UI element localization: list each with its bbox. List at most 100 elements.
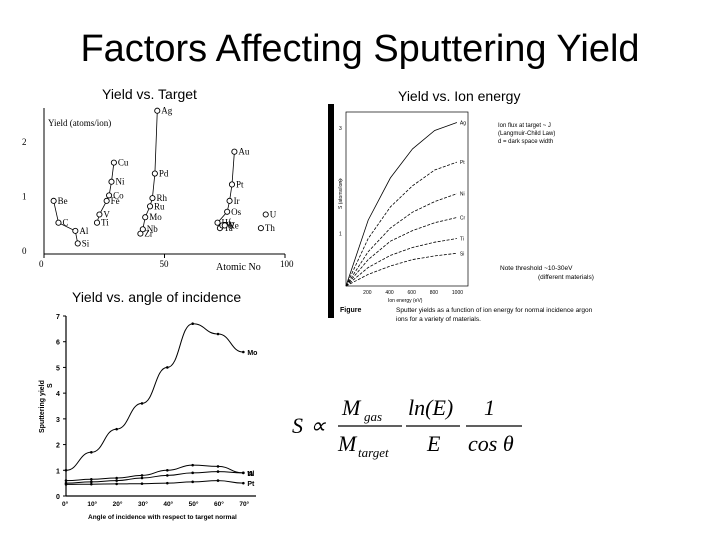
energy-series-label-ag: Ag bbox=[460, 121, 466, 127]
target-label-c: C bbox=[62, 218, 68, 228]
angle-point-pt bbox=[140, 482, 144, 485]
target-label-th: Th bbox=[265, 223, 275, 233]
yield-vs-angle-chart: Angle of incidence with respect to targe… bbox=[39, 314, 257, 521]
target-point-v bbox=[96, 211, 103, 218]
target-label-ir: Ir bbox=[234, 196, 240, 206]
target-x-tick: 0 bbox=[39, 259, 44, 269]
target-point-os bbox=[224, 208, 231, 215]
target-label-ta: Ta bbox=[224, 223, 233, 233]
energy-figure-caption-1: Sputter yields as a function of ion ener… bbox=[396, 307, 593, 314]
angle-point-w bbox=[242, 471, 245, 475]
target-point-si bbox=[74, 240, 81, 247]
target-label-os: Os bbox=[231, 207, 241, 217]
angle-ylabel: Sputtering yield bbox=[39, 380, 46, 433]
angle-point-mo bbox=[216, 332, 220, 336]
formula-one: 1 bbox=[484, 395, 495, 420]
energy-y-tick: 1 bbox=[339, 231, 342, 237]
target-point-hf bbox=[214, 219, 221, 226]
target-label-si: Si bbox=[82, 238, 90, 248]
target-label-fe: Fe bbox=[111, 196, 120, 206]
angle-x-tick: 20° bbox=[113, 500, 123, 508]
target-point-c bbox=[55, 219, 62, 226]
target-point-ti bbox=[93, 219, 101, 226]
energy-xlabel: Ion energy (eV) bbox=[388, 298, 423, 304]
target-point-al bbox=[72, 227, 79, 234]
target-x-tick: 100 bbox=[280, 259, 294, 269]
target-point-rh bbox=[149, 195, 156, 202]
angle-point-pt bbox=[242, 481, 245, 485]
angle-y-tick: 2 bbox=[56, 443, 60, 450]
caption-yield-vs-ion-energy: Yield vs. Ion energy bbox=[398, 88, 521, 104]
angle-point-ni bbox=[140, 474, 144, 477]
energy-x-tick: 400 bbox=[385, 290, 394, 296]
target-point-be bbox=[50, 197, 57, 204]
angle-point-pt bbox=[115, 482, 118, 486]
energy-y-tick: 3 bbox=[339, 126, 342, 132]
angle-x-tick: 40° bbox=[163, 500, 173, 508]
energy-figure-label: Figure bbox=[340, 307, 361, 314]
caption-yield-vs-angle: Yield vs. angle of incidence bbox=[72, 289, 242, 305]
energy-left-bar bbox=[328, 104, 334, 318]
angle-point-pt bbox=[191, 480, 194, 484]
angle-series-w bbox=[65, 471, 244, 484]
angle-x-tick: 60° bbox=[214, 500, 224, 508]
target-point-ir bbox=[226, 197, 233, 204]
angle-point-pt bbox=[90, 482, 93, 486]
energy-series-label-cr: Cr bbox=[460, 215, 466, 221]
angle-point-mo bbox=[115, 427, 118, 431]
angle-point-pt bbox=[216, 479, 220, 482]
target-label-pt: Pt bbox=[236, 179, 244, 189]
target-point-ni bbox=[108, 178, 115, 185]
energy-series-ni bbox=[345, 193, 458, 287]
formula-target-sub: target bbox=[358, 445, 389, 460]
yield-vs-target-chart: Yield (atoms/ion) Atomic No 0 1 2 0 50 100 Be C… bbox=[22, 106, 294, 273]
target-label-re: Re bbox=[229, 220, 239, 230]
angle-y-tick: 6 bbox=[56, 340, 60, 347]
target-label-mo: Mo bbox=[149, 212, 162, 222]
energy-ylabel: S (atoms/ion) bbox=[338, 179, 344, 209]
target-point-fe bbox=[103, 197, 110, 204]
target-point-pt bbox=[228, 181, 236, 188]
energy-series-ti bbox=[345, 238, 457, 287]
energy-x-tick: 200 bbox=[363, 290, 372, 296]
angle-y-tick: 4 bbox=[56, 391, 60, 398]
angle-point-w bbox=[191, 471, 194, 475]
energy-series-cr bbox=[345, 217, 457, 287]
angle-y-tick: 1 bbox=[56, 468, 60, 475]
formula-m-target: M bbox=[337, 431, 358, 456]
angle-series-ni bbox=[65, 464, 244, 482]
angle-point-ni bbox=[90, 477, 93, 481]
energy-series-ag bbox=[345, 122, 458, 287]
target-ylabel: Yield (atoms/ion) bbox=[48, 118, 111, 128]
angle-point-mo bbox=[166, 366, 169, 369]
target-label-ti: Ti bbox=[101, 218, 109, 228]
energy-x-tick: 600 bbox=[408, 290, 417, 296]
angle-point-mo bbox=[64, 468, 68, 472]
caption-yield-vs-target: Yield vs. Target bbox=[102, 86, 197, 102]
formula-svg: S ∝ M gas M target ln(E) E 1 cos θ bbox=[292, 395, 522, 460]
target-point-nb bbox=[139, 226, 146, 233]
angle-series-label-pt: Pt bbox=[247, 481, 255, 488]
angle-ylabel-unit: S bbox=[47, 383, 54, 388]
angle-y-tick: 5 bbox=[56, 365, 60, 372]
sputter-yield-formula: S ∝ M gas M target ln(E) E 1 cos θ bbox=[290, 395, 530, 470]
target-label-zr: Zr bbox=[144, 229, 153, 239]
angle-point-pt bbox=[166, 481, 169, 485]
formula-proportional: ∝ bbox=[310, 413, 327, 438]
formula-lhs: S bbox=[292, 413, 303, 438]
angle-point-ni bbox=[64, 479, 68, 482]
target-label-hf: Hf bbox=[222, 218, 232, 228]
target-y-tick: 0 bbox=[22, 246, 27, 256]
target-label-ni: Ni bbox=[115, 177, 124, 187]
angle-point-w bbox=[166, 474, 169, 477]
angle-point-mo bbox=[242, 350, 245, 354]
target-label-be: Be bbox=[58, 196, 68, 206]
target-label-w: W bbox=[226, 220, 235, 230]
target-label-nb: Nb bbox=[147, 224, 158, 234]
angle-point-pt bbox=[64, 483, 68, 486]
angle-point-mo bbox=[191, 322, 194, 326]
angle-point-ni bbox=[191, 463, 194, 467]
target-y-tick: 1 bbox=[22, 191, 27, 201]
target-point-re bbox=[221, 222, 228, 229]
energy-plot-frame bbox=[345, 111, 469, 287]
